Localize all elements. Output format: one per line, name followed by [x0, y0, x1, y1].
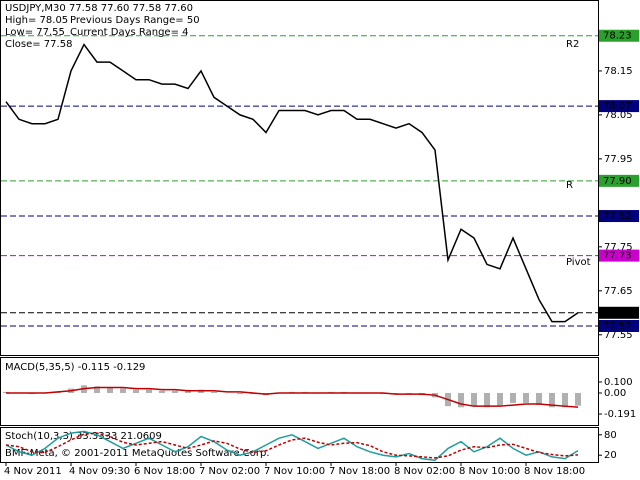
y-tick-label: -0.191 — [604, 409, 636, 420]
annotation: High= 78.05 — [5, 15, 68, 26]
annotation: Previous Days Range= 50 — [70, 15, 200, 26]
macd-bar — [523, 392, 529, 403]
chart-title: USDJPY,M30 77.58 77.60 77.58 77.60 — [5, 3, 193, 14]
macd-bar — [575, 392, 581, 406]
macd-title: MACD(5,35,5) -0.115 -0.129 — [5, 362, 145, 373]
annotation: Current Days Range= 4 — [70, 27, 189, 38]
macd-signal — [6, 386, 579, 408]
stoch-main — [5, 430, 579, 462]
price-marker-box — [599, 29, 639, 42]
price-marker-box — [599, 210, 639, 223]
y-tick-label: 0.00 — [604, 388, 626, 399]
annotation: R — [566, 180, 573, 191]
y-tick-label: 78.15 — [604, 66, 633, 77]
price-line — [5, 43, 579, 323]
stoch-title: Stoch(10,3,3) 33.3333 21.0609 — [5, 431, 162, 442]
macd-bar — [484, 392, 490, 408]
annotation: Low= 77.55 — [5, 27, 65, 38]
price-marker-box — [599, 319, 639, 332]
price-marker-box — [599, 306, 639, 319]
macd-bar — [471, 392, 477, 407]
price-marker-label: 77.90 — [603, 176, 632, 187]
annotation: Close= 77.58 — [5, 39, 72, 50]
x-tick-label: 8 Nov 10:00 — [459, 466, 520, 477]
x-tick-label: 7 Nov 18:00 — [329, 466, 390, 477]
price-marker-label: 78.07 — [603, 101, 632, 112]
x-tick-label: 8 Nov 18:00 — [524, 466, 585, 477]
price-marker-label: 77.57 — [603, 321, 632, 332]
macd-bar — [133, 389, 139, 393]
macd-bar — [185, 390, 191, 393]
y-tick-label: 77.75 — [604, 242, 633, 253]
macd-bar — [497, 392, 503, 407]
macd-bar — [172, 390, 178, 393]
macd-bar — [510, 392, 516, 403]
macd-bar — [120, 388, 126, 393]
x-tick-label: 8 Nov 02:00 — [394, 466, 455, 477]
x-tick-label: 7 Nov 02:00 — [199, 466, 260, 477]
macd-panel — [0, 357, 599, 426]
y-tick-label: 77.95 — [604, 154, 633, 165]
y-tick-label: 77.65 — [604, 286, 633, 297]
price-marker-box — [599, 100, 639, 113]
macd-bar — [211, 391, 217, 393]
price-marker-box — [599, 174, 639, 187]
stoch-signal — [5, 432, 579, 459]
footer: BMF-Meta, © 2001-2011 MetaQuotes Softwar… — [5, 448, 270, 459]
y-tick-label: 0.100 — [604, 377, 633, 388]
y-tick-label: 77.55 — [604, 330, 633, 341]
price-marker-label: 77.73 — [603, 251, 632, 262]
x-tick-label: 4 Nov 09:30 — [69, 466, 130, 477]
price-panel — [0, 0, 599, 356]
annotation: R2 — [566, 39, 579, 50]
macd-bar — [562, 392, 568, 408]
price-marker-label: 77.60 — [603, 308, 632, 319]
macd-bar — [146, 389, 152, 393]
macd-bar — [458, 392, 464, 408]
macd-bar — [549, 392, 555, 408]
y-tick-label: 20 — [604, 450, 617, 461]
y-tick-label: 78.05 — [604, 110, 633, 121]
x-tick-label: 7 Nov 10:00 — [264, 466, 325, 477]
annotation: Pivot — [566, 257, 591, 268]
macd-bar — [159, 390, 165, 393]
macd-bar — [536, 392, 542, 406]
macd-bar — [107, 387, 113, 393]
x-tick-label: 4 Nov 2011 — [4, 466, 62, 477]
price-marker-label: 77.82 — [603, 211, 632, 222]
x-tick-label: 6 Nov 18:00 — [134, 466, 195, 477]
macd-bar — [94, 386, 100, 393]
y-tick-label: 80 — [604, 430, 617, 441]
price-marker-label: 78.23 — [603, 31, 632, 42]
stoch-panel — [0, 427, 599, 463]
price-marker-box — [599, 249, 639, 262]
macd-bar — [237, 392, 243, 395]
